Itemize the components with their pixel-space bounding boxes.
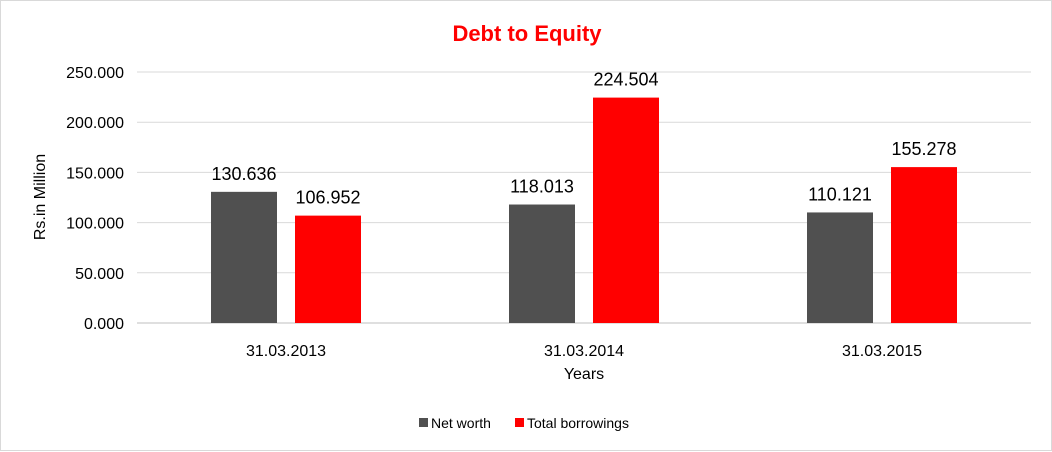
y-tick-label: 0.000 bbox=[84, 316, 124, 333]
legend-swatch bbox=[515, 418, 524, 427]
x-axis-title: Years bbox=[564, 366, 604, 383]
data-label: 224.504 bbox=[593, 70, 658, 90]
data-label: 118.013 bbox=[510, 177, 574, 197]
bar-net-worth bbox=[807, 212, 873, 323]
y-tick-label: 100.000 bbox=[66, 216, 124, 233]
bars bbox=[211, 97, 957, 323]
data-label: 155.278 bbox=[891, 139, 956, 159]
legend-label: Total borrowings bbox=[527, 415, 629, 431]
data-label: 130.636 bbox=[211, 164, 276, 184]
x-tick-label: 31.03.2014 bbox=[544, 343, 624, 360]
x-tick-label: 31.03.2013 bbox=[246, 343, 326, 360]
legend: Net worth Total borrowings bbox=[419, 415, 629, 431]
bar-net-worth bbox=[211, 191, 277, 323]
chart-title: Debt to Equity bbox=[452, 21, 602, 46]
x-axis-tick-labels: 31.03.2013 31.03.2014 31.03.2015 bbox=[246, 343, 922, 360]
x-tick-label: 31.03.2015 bbox=[842, 343, 922, 360]
data-label: 110.121 bbox=[808, 184, 872, 204]
bar-total-borrowings bbox=[295, 215, 361, 323]
legend-swatch bbox=[419, 418, 428, 427]
bar-total-borrowings bbox=[891, 167, 957, 323]
legend-label: Net worth bbox=[431, 415, 491, 431]
y-tick-label: 50.000 bbox=[75, 266, 124, 283]
y-tick-label: 200.000 bbox=[66, 115, 124, 132]
y-axis-title: Rs.in Million bbox=[32, 154, 49, 240]
bar-total-borrowings bbox=[593, 97, 659, 323]
y-axis-tick-labels: 0.000 50.000 100.000 150.000 200.000 250.000 bbox=[66, 65, 124, 333]
bar-net-worth bbox=[509, 204, 575, 323]
data-label: 106.952 bbox=[295, 188, 360, 208]
gridlines bbox=[137, 71, 1031, 324]
data-labels: 130.636 106.952 118.013 224.504 110.121 155.2… bbox=[211, 70, 956, 208]
y-tick-label: 250.000 bbox=[66, 65, 124, 82]
y-tick-label: 150.000 bbox=[66, 165, 124, 182]
